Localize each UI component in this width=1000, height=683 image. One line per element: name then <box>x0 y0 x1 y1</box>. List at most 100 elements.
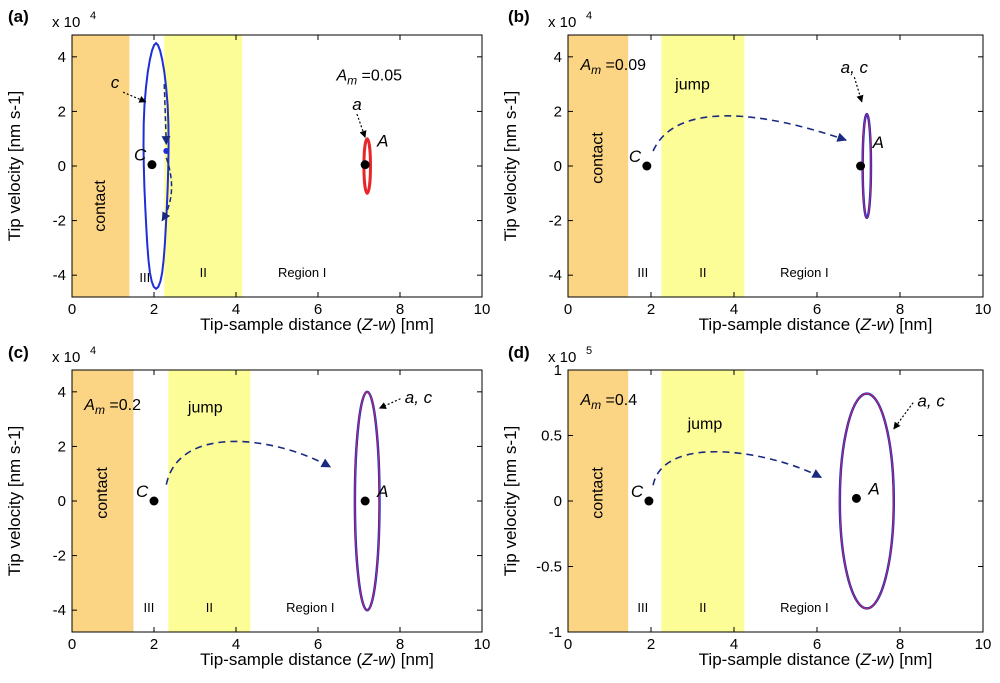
point-label-a: A <box>867 479 879 498</box>
region-contact <box>568 35 629 297</box>
x-tick-label: 4 <box>730 301 738 318</box>
point-a <box>360 160 370 170</box>
region-label-i: Region I <box>780 600 828 615</box>
y-tick-label: -1 <box>549 624 562 641</box>
panel-label: (b) <box>508 7 530 26</box>
x-tick-label: 8 <box>896 636 904 653</box>
point-c <box>644 496 654 506</box>
y-tick-label: 0 <box>58 493 66 510</box>
panel-label: (a) <box>8 7 29 26</box>
amplitude-label: Am =0.2 <box>83 397 141 417</box>
point-label-c: C <box>629 147 642 166</box>
jump-label: jump <box>187 399 223 416</box>
x-tick-label: 4 <box>730 636 738 653</box>
region-label-ii: II <box>200 265 207 280</box>
x-tick-label: 10 <box>975 301 992 318</box>
orbit-label-arrow <box>853 77 864 103</box>
x-tick-label: 6 <box>314 301 322 318</box>
x-tick-label: 0 <box>564 301 572 318</box>
orbit-dot <box>163 147 170 154</box>
region-label-i: Region I <box>780 265 828 280</box>
jump-label: jump <box>687 416 723 433</box>
orbit-label-arrow <box>893 402 914 430</box>
region-label-ii: II <box>206 600 213 615</box>
region-contact <box>72 370 134 632</box>
region-label-i: Region I <box>278 265 326 280</box>
region-label-contact: contact <box>589 132 606 184</box>
y-exponent-power: 5 <box>586 345 592 357</box>
region-label-contact: contact <box>94 467 111 519</box>
x-tick-label: 10 <box>474 301 491 318</box>
point-label-c: C <box>134 146 147 165</box>
x-tick-label: 2 <box>150 636 158 653</box>
orbit-label: a <box>352 95 361 114</box>
x-axis-label: Tip-sample distance (Z-w) [nm] <box>699 650 933 669</box>
point-c <box>642 161 652 171</box>
region-label-iii: III <box>139 270 150 285</box>
x-tick-label: 6 <box>813 301 821 318</box>
region-ii <box>168 370 251 632</box>
region-label-iii: III <box>637 265 648 280</box>
y-exponent: x 10 <box>52 349 80 366</box>
jump-arrow <box>652 115 847 152</box>
y-tick-label: -4 <box>53 267 66 284</box>
y-axis-label: Tip velocity [nm s-1] <box>501 91 520 242</box>
x-axis-label: Tip-sample distance (Z-w) [nm] <box>200 650 434 669</box>
x-tick-label: 4 <box>232 636 240 653</box>
y-exponent: x 10 <box>548 349 576 366</box>
point-a <box>856 161 866 171</box>
y-tick-label: 4 <box>58 49 66 66</box>
y-tick-label: -4 <box>53 602 66 619</box>
y-exponent: x 10 <box>52 14 80 31</box>
y-axis-label: Tip velocity [nm s-1] <box>5 426 24 577</box>
point-label-a: A <box>376 482 388 501</box>
region-label-contact: contact <box>92 180 109 232</box>
region-label-contact: contact <box>589 467 606 519</box>
region-label-ii: II <box>699 600 706 615</box>
x-tick-label: 10 <box>474 636 491 653</box>
region-label-i: Region I <box>286 600 334 615</box>
y-tick-label: 4 <box>554 49 562 66</box>
y-tick-label: -0.5 <box>536 559 562 576</box>
x-axis-label: Tip-sample distance (Z-w) [nm] <box>699 315 933 334</box>
y-tick-label: 2 <box>58 103 66 120</box>
y-exponent-power: 4 <box>90 345 96 357</box>
region-label-iii: III <box>144 600 155 615</box>
y-tick-label: 4 <box>58 384 66 401</box>
y-tick-label: -2 <box>53 548 66 565</box>
axes-box <box>567 34 984 298</box>
x-tick-label: 4 <box>232 301 240 318</box>
region-ii <box>661 370 745 632</box>
y-tick-label: 1 <box>554 362 562 379</box>
x-tick-label: 2 <box>647 301 655 318</box>
orbit-label-arrow <box>378 398 401 409</box>
y-tick-label: 2 <box>58 438 66 455</box>
panel-label: (d) <box>508 343 530 362</box>
orbit-label: a, c <box>841 58 869 77</box>
x-tick-label: 8 <box>896 301 904 318</box>
point-label-c: C <box>631 482 644 501</box>
region-label-iii: III <box>637 600 648 615</box>
x-tick-label: 0 <box>564 636 572 653</box>
point-label-a: A <box>376 132 388 151</box>
panel-label: (c) <box>8 343 29 362</box>
x-tick-label: 6 <box>314 636 322 653</box>
y-tick-label: -4 <box>549 267 562 284</box>
y-exponent-power: 4 <box>586 10 592 22</box>
orbit-label-arrow <box>356 113 367 139</box>
x-tick-label: 0 <box>68 301 76 318</box>
x-tick-label: 2 <box>150 301 158 318</box>
amplitude-label: Am =0.05 <box>335 67 402 87</box>
orbit-overlay <box>839 393 895 609</box>
orbit-c <box>142 41 170 291</box>
jump-label: jump <box>674 77 710 94</box>
x-tick-label: 10 <box>975 636 992 653</box>
y-tick-label: 0.5 <box>541 428 562 445</box>
x-tick-label: 0 <box>68 636 76 653</box>
y-tick-label: 0 <box>554 493 562 510</box>
